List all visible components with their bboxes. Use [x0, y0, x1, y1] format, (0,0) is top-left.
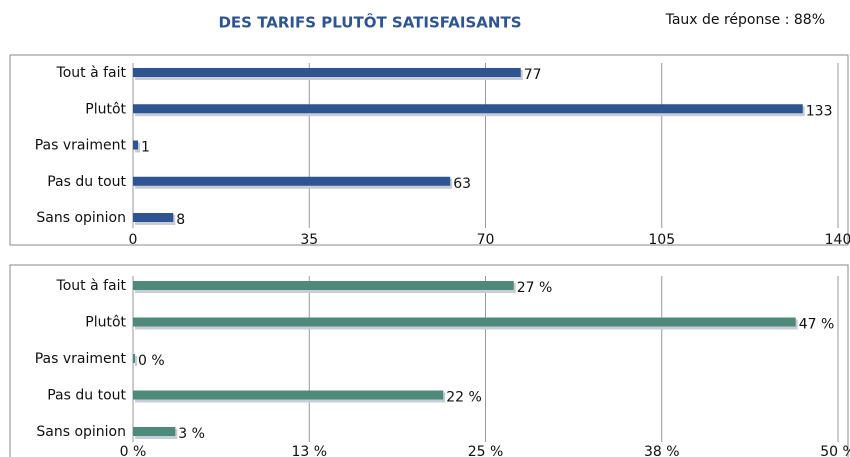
y-tick-label: Tout à fait [56, 65, 127, 81]
value-label: 1 [141, 140, 150, 156]
y-tick-label: Sans opinion [36, 424, 126, 440]
y-tick-label: Pas vraiment [35, 351, 127, 367]
x-tick-label: 13 % [291, 444, 327, 457]
bar [133, 104, 803, 114]
value-label: 47 % [799, 317, 835, 333]
x-tick-label: 25 % [468, 444, 504, 457]
x-tick-label: 50 % [820, 444, 850, 457]
x-tick-label: 0 % [120, 444, 147, 457]
y-tick-label: Pas du tout [47, 174, 126, 190]
bar-shadow [135, 356, 137, 366]
y-tick-label: Sans opinion [36, 210, 126, 226]
value-label: 63 [453, 176, 471, 192]
value-label: 77 [524, 67, 542, 83]
bar [133, 427, 176, 436]
x-tick-label: 0 [129, 232, 138, 248]
chart-frame [9, 264, 849, 457]
y-tick-label: Pas vraiment [35, 138, 127, 154]
title: DES TARIFS PLUTÔT SATISFAISANTS [218, 13, 521, 32]
response-rate: Taux de réponse : 88% [665, 12, 825, 28]
x-tick-label: 140 [825, 232, 850, 248]
y-tick-label: Pas du tout [47, 388, 126, 404]
bar [133, 68, 521, 77]
bar [133, 140, 139, 150]
bar [133, 281, 514, 290]
y-tick-label: Plutôt [85, 101, 126, 117]
x-tick-label: 35 [300, 232, 318, 248]
value-label: 22 % [446, 390, 482, 406]
value-label: 0 % [138, 353, 165, 369]
bar [133, 354, 135, 363]
bar [133, 390, 444, 400]
chart-frame [9, 54, 849, 246]
x-tick-label: 38 % [644, 444, 680, 457]
value-label: 27 % [517, 280, 553, 296]
bar [133, 213, 174, 222]
bar [133, 176, 451, 186]
value-label: 3 % [178, 426, 205, 442]
value-label: 8 [176, 212, 185, 228]
y-tick-label: Plutôt [85, 315, 126, 331]
bar [133, 317, 796, 327]
x-tick-label: 105 [648, 232, 675, 248]
value-label: 133 [806, 103, 833, 119]
y-tick-label: Tout à fait [56, 278, 127, 294]
x-tick-label: 70 [477, 232, 495, 248]
